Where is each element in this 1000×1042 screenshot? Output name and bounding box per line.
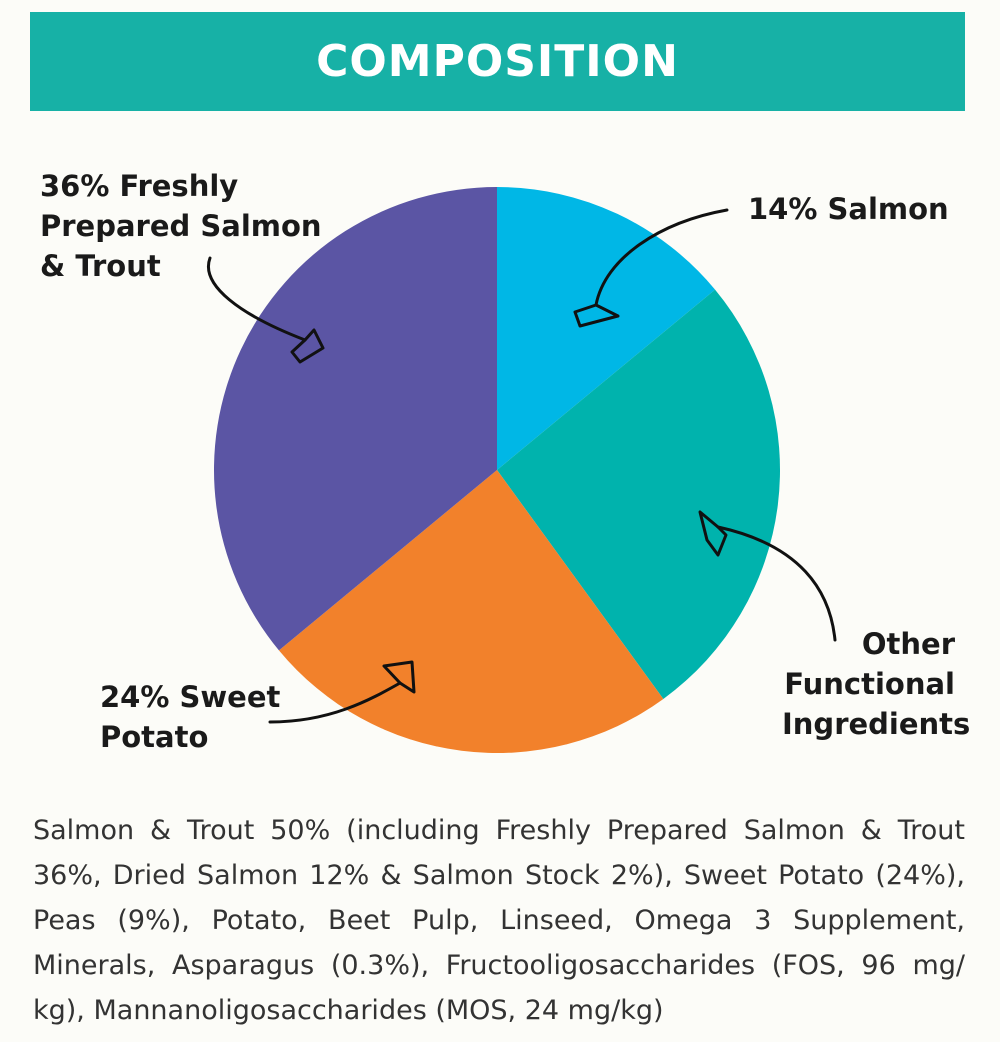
salmon-arrow-head	[573, 303, 620, 328]
composition-text: Salmon & Trout 50% (including Freshly Pr…	[33, 815, 965, 1026]
label-sweet-potato-line-2: Potato	[100, 720, 209, 754]
label-fresh-salmon-trout: 36% Freshly Prepared Salmon & Trout	[40, 166, 322, 286]
fresh-arrow-line	[207, 256, 307, 342]
label-sweet-potato: 24% Sweet Potato	[100, 677, 280, 757]
label-salmon-line-1: 14% Salmon	[748, 192, 949, 226]
salmon-arrow-line	[594, 208, 729, 307]
other-arrow-line	[716, 525, 837, 642]
pie-slice-4	[213, 187, 497, 651]
label-sweet-potato-line-1: 24% Sweet	[100, 680, 281, 714]
other-arrow-head	[698, 510, 728, 557]
pie-slice-2	[497, 289, 781, 699]
label-other-line-2: Functional	[784, 667, 955, 701]
sweet-potato-arrow-line	[268, 681, 402, 724]
pie-slice-3	[278, 470, 664, 753]
label-other-line-3: Ingredients	[782, 707, 971, 741]
composition-banner: COMPOSITION	[30, 12, 965, 111]
label-other-functional-ingredients: Other Functional Ingredients	[782, 624, 971, 744]
sweet-potato-arrow-head	[382, 660, 416, 694]
fresh-arrow-head	[290, 328, 325, 364]
pie-slice-1	[497, 187, 716, 470]
label-other-line-1: Other	[861, 627, 955, 661]
label-fresh-line-1: 36% Freshly	[40, 169, 239, 203]
label-fresh-line-3: & Trout	[40, 249, 161, 283]
label-fresh-line-2: Prepared Salmon	[40, 209, 322, 243]
label-salmon: 14% Salmon	[748, 189, 949, 229]
page-title: COMPOSITION	[316, 36, 679, 87]
